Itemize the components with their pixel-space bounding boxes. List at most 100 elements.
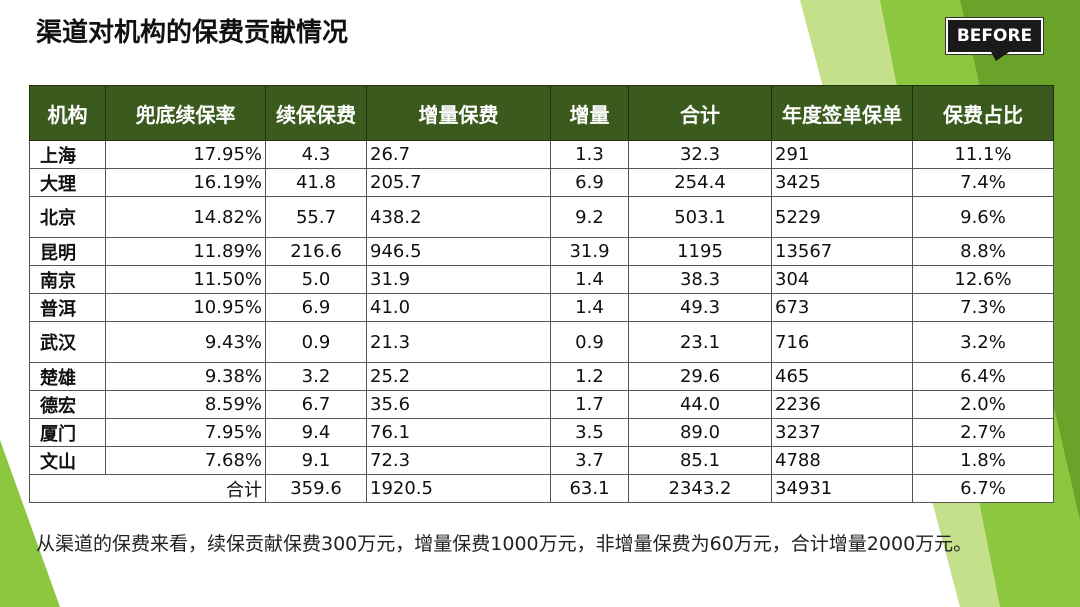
table-row: 大理 16.19% 41.8 205.7 6.9 254.4 3425 7.4% <box>29 168 1054 197</box>
premium-share-cell: 3.2% <box>912 321 1054 363</box>
premium-share-cell: 7.3% <box>912 293 1054 322</box>
increment-cell: 1.4 <box>550 265 629 294</box>
subtotal-cell: 29.6 <box>628 362 772 391</box>
header-cell: 机构 <box>29 85 106 141</box>
total-incremental-premium-cell: 1920.5 <box>366 474 551 503</box>
page-title: 渠道对机构的保费贡献情况 <box>36 18 349 48</box>
premium-share-cell: 2.0% <box>912 390 1054 419</box>
renewal-rate-cell: 7.68% <box>105 446 266 475</box>
incremental-premium-cell: 21.3 <box>366 321 551 363</box>
annual-policies-cell: 3425 <box>771 168 913 197</box>
incremental-premium-cell: 26.7 <box>366 140 551 169</box>
premium-share-cell: 8.8% <box>912 237 1054 266</box>
table-row: 厦门 7.95% 9.4 76.1 3.5 89.0 3237 2.7% <box>29 418 1054 447</box>
header-cell: 年度签单保单 <box>771 85 913 141</box>
renewal-premium-cell: 9.4 <box>265 418 367 447</box>
renewal-rate-cell: 8.59% <box>105 390 266 419</box>
incremental-premium-cell: 76.1 <box>366 418 551 447</box>
increment-cell: 3.7 <box>550 446 629 475</box>
increment-cell: 1.4 <box>550 293 629 322</box>
table-row: 武汉 9.43% 0.9 21.3 0.9 23.1 716 3.2% <box>29 321 1054 363</box>
table-row: 北京 14.82% 55.7 438.2 9.2 503.1 5229 9.6% <box>29 196 1054 238</box>
increment-cell: 31.9 <box>550 237 629 266</box>
incremental-premium-cell: 72.3 <box>366 446 551 475</box>
header-cell: 增量 <box>550 85 629 141</box>
subtotal-cell: 38.3 <box>628 265 772 294</box>
header-cell: 续保保费 <box>265 85 367 141</box>
institution-cell: 武汉 <box>29 321 106 363</box>
institution-cell: 大理 <box>29 168 106 197</box>
increment-cell: 1.3 <box>550 140 629 169</box>
total-subtotal-cell: 2343.2 <box>628 474 772 503</box>
subtotal-cell: 1195 <box>628 237 772 266</box>
subtotal-cell: 89.0 <box>628 418 772 447</box>
subtotal-cell: 85.1 <box>628 446 772 475</box>
renewal-premium-cell: 41.8 <box>265 168 367 197</box>
increment-cell: 6.9 <box>550 168 629 197</box>
renewal-rate-cell: 10.95% <box>105 293 266 322</box>
header-cell: 合计 <box>628 85 772 141</box>
table-header-row: 机构 兜底续保率 续保保费 增量保费 增量 合计 年度签单保单 保费占比 <box>29 85 1054 141</box>
increment-cell: 1.7 <box>550 390 629 419</box>
institution-cell: 厦门 <box>29 418 106 447</box>
renewal-premium-cell: 216.6 <box>265 237 367 266</box>
institution-cell: 文山 <box>29 446 106 475</box>
annual-policies-cell: 2236 <box>771 390 913 419</box>
renewal-rate-cell: 9.38% <box>105 362 266 391</box>
premium-share-cell: 6.4% <box>912 362 1054 391</box>
institution-cell: 北京 <box>29 196 106 238</box>
annual-policies-cell: 304 <box>771 265 913 294</box>
renewal-rate-cell: 9.43% <box>105 321 266 363</box>
header-cell: 兜底续保率 <box>105 85 266 141</box>
institution-cell: 德宏 <box>29 390 106 419</box>
institution-cell: 上海 <box>29 140 106 169</box>
total-renewal-premium-cell: 359.6 <box>265 474 367 503</box>
renewal-rate-cell: 11.89% <box>105 237 266 266</box>
renewal-rate-cell: 17.95% <box>105 140 266 169</box>
total-increment-cell: 63.1 <box>550 474 629 503</box>
premium-share-cell: 11.1% <box>912 140 1054 169</box>
total-label-cell: 合计 <box>29 474 266 503</box>
annual-policies-cell: 3237 <box>771 418 913 447</box>
institution-cell: 楚雄 <box>29 362 106 391</box>
table-row: 南京 11.50% 5.0 31.9 1.4 38.3 304 12.6% <box>29 265 1054 294</box>
incremental-premium-cell: 205.7 <box>366 168 551 197</box>
subtotal-cell: 503.1 <box>628 196 772 238</box>
premium-share-cell: 9.6% <box>912 196 1054 238</box>
incremental-premium-cell: 438.2 <box>366 196 551 238</box>
table-row: 德宏 8.59% 6.7 35.6 1.7 44.0 2236 2.0% <box>29 390 1054 419</box>
incremental-premium-cell: 31.9 <box>366 265 551 294</box>
premium-share-cell: 1.8% <box>912 446 1054 475</box>
institution-cell: 南京 <box>29 265 106 294</box>
subtotal-cell: 32.3 <box>628 140 772 169</box>
subtotal-cell: 49.3 <box>628 293 772 322</box>
badge-pointer-icon <box>990 50 1012 61</box>
increment-cell: 1.2 <box>550 362 629 391</box>
total-premium-share-cell: 6.7% <box>912 474 1054 503</box>
annual-policies-cell: 673 <box>771 293 913 322</box>
total-annual-policies-cell: 34931 <box>771 474 913 503</box>
annual-policies-cell: 5229 <box>771 196 913 238</box>
renewal-rate-cell: 7.95% <box>105 418 266 447</box>
incremental-premium-cell: 41.0 <box>366 293 551 322</box>
table-total-row: 合计 359.6 1920.5 63.1 2343.2 34931 6.7% <box>29 474 1054 503</box>
renewal-premium-cell: 9.1 <box>265 446 367 475</box>
renewal-premium-cell: 3.2 <box>265 362 367 391</box>
renewal-premium-cell: 5.0 <box>265 265 367 294</box>
table-row: 文山 7.68% 9.1 72.3 3.7 85.1 4788 1.8% <box>29 446 1054 475</box>
left-green-corner <box>0 440 60 607</box>
renewal-premium-cell: 0.9 <box>265 321 367 363</box>
subtotal-cell: 44.0 <box>628 390 772 419</box>
premium-contribution-table: 机构 兜底续保率 续保保费 增量保费 增量 合计 年度签单保单 保费占比 上海 … <box>29 85 1054 503</box>
renewal-rate-cell: 11.50% <box>105 265 266 294</box>
renewal-premium-cell: 55.7 <box>265 196 367 238</box>
renewal-premium-cell: 6.9 <box>265 293 367 322</box>
annual-policies-cell: 716 <box>771 321 913 363</box>
premium-share-cell: 7.4% <box>912 168 1054 197</box>
renewal-rate-cell: 16.19% <box>105 168 266 197</box>
header-cell: 保费占比 <box>912 85 1054 141</box>
summary-note: 从渠道的保费来看，续保贡献保费300万元，增量保费1000万元，非增量保费为60… <box>36 533 973 555</box>
table-row: 普洱 10.95% 6.9 41.0 1.4 49.3 673 7.3% <box>29 293 1054 322</box>
table-row: 上海 17.95% 4.3 26.7 1.3 32.3 291 11.1% <box>29 140 1054 169</box>
annual-policies-cell: 13567 <box>771 237 913 266</box>
